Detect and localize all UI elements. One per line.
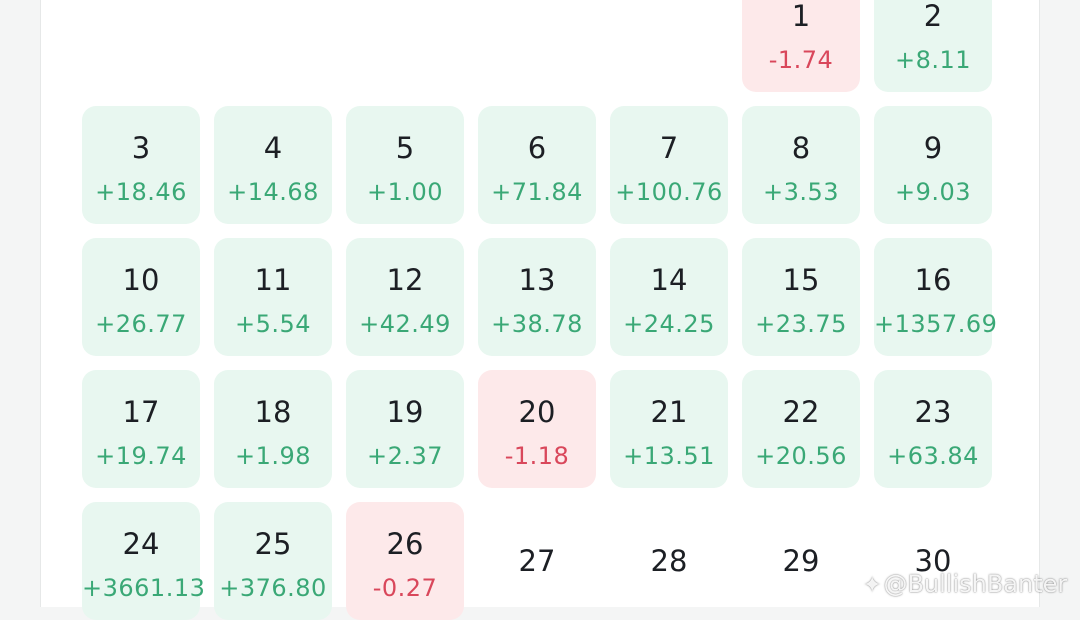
day-number: 24 [122,527,160,561]
calendar-day-9[interactable]: 9 +9.03 [874,106,992,224]
day-number: 15 [782,263,820,297]
watermark: ✦@BullishBanter [863,570,1067,598]
calendar-day-25[interactable]: 25 +376.80 [214,502,332,620]
calendar-day-18[interactable]: 18 +1.98 [214,370,332,488]
day-pnl: +42.49 [359,310,451,338]
calendar-day-30[interactable]: 30 [874,502,992,620]
calendar-day-11[interactable]: 11 +5.54 [214,238,332,356]
day-pnl: +24.25 [623,310,715,338]
day-pnl: +14.68 [227,178,319,206]
calendar-day-4[interactable]: 4 +14.68 [214,106,332,224]
day-pnl: +71.84 [491,178,583,206]
calendar-day-12[interactable]: 12 +42.49 [346,238,464,356]
day-number: 6 [527,131,547,165]
calendar-day-14[interactable]: 14 +24.25 [610,238,728,356]
day-number: 27 [518,544,556,578]
day-pnl: +13.51 [623,442,715,470]
calendar-day-27[interactable]: 27 [478,502,596,620]
day-number: 20 [518,395,556,429]
day-number: 21 [650,395,688,429]
calendar-day-26[interactable]: 26 -0.27 [346,502,464,620]
day-pnl: +376.80 [219,574,327,602]
day-number: 8 [791,131,811,165]
day-pnl: +100.76 [615,178,723,206]
day-pnl: +20.56 [755,442,847,470]
calendar-day-16[interactable]: 16 +1357.69 [874,238,998,356]
calendar-day-5[interactable]: 5 +1.00 [346,106,464,224]
day-number: 14 [650,263,688,297]
calendar-day-28[interactable]: 28 [610,502,728,620]
day-pnl: +1.98 [234,442,312,470]
calendar-day-24[interactable]: 24 +3661.13 [82,502,206,620]
day-pnl: -1.74 [768,46,834,74]
day-pnl: +1.00 [366,178,444,206]
day-number: 13 [518,263,556,297]
calendar-day-13[interactable]: 13 +38.78 [478,238,596,356]
day-pnl: +3.53 [762,178,840,206]
day-number: 30 [914,544,952,578]
day-number: 9 [923,131,943,165]
day-pnl: +38.78 [491,310,583,338]
calendar-day-10[interactable]: 10 +26.77 [82,238,200,356]
calendar-day-17[interactable]: 17 +19.74 [82,370,200,488]
day-number: 5 [395,131,415,165]
day-number: 1 [791,0,811,33]
calendar-day-19[interactable]: 19 +2.37 [346,370,464,488]
day-pnl: +18.46 [95,178,187,206]
day-pnl: +9.03 [894,178,972,206]
day-pnl: +3661.13 [82,574,206,602]
day-number: 17 [122,395,160,429]
day-pnl: +1357.69 [874,310,998,338]
calendar-day-8[interactable]: 8 +3.53 [742,106,860,224]
day-pnl: -1.18 [504,442,570,470]
day-number: 25 [254,527,292,561]
calendar-day-29[interactable]: 29 [742,502,860,620]
day-number: 22 [782,395,820,429]
calendar-day-22[interactable]: 22 +20.56 [742,370,860,488]
day-pnl: +23.75 [755,310,847,338]
calendar-day-1[interactable]: 1 -1.74 [742,0,860,92]
day-pnl: +5.54 [234,310,312,338]
day-number: 16 [914,263,952,297]
day-pnl: +2.37 [366,442,444,470]
calendar-day-2[interactable]: 2 +8.11 [874,0,992,92]
day-pnl: +63.84 [887,442,979,470]
calendar-day-23[interactable]: 23 +63.84 [874,370,992,488]
pnl-calendar: 1 -1.74 2 +8.11 3 +18.46 4 +14.68 5 +1.00 6 +71.84 7… [40,0,1040,620]
day-number: 26 [386,527,424,561]
day-number: 7 [659,131,679,165]
day-number: 18 [254,395,292,429]
day-pnl: +19.74 [95,442,187,470]
day-pnl: -0.27 [372,574,438,602]
calendar-day-20[interactable]: 20 -1.18 [478,370,596,488]
day-number: 4 [263,131,283,165]
day-number: 11 [254,263,292,297]
calendar-day-15[interactable]: 15 +23.75 [742,238,860,356]
day-pnl: +26.77 [95,310,187,338]
calendar-day-7[interactable]: 7 +100.76 [610,106,728,224]
day-number: 28 [650,544,688,578]
day-number: 3 [131,131,151,165]
day-number: 23 [914,395,952,429]
day-number: 12 [386,263,424,297]
calendar-day-3[interactable]: 3 +18.46 [82,106,200,224]
binance-square-icon: ✦ [863,573,882,598]
day-number: 2 [923,0,943,33]
day-pnl: +8.11 [894,46,972,74]
day-number: 29 [782,544,820,578]
watermark-handle: @BullishBanter [883,570,1068,598]
day-number: 10 [122,263,160,297]
calendar-day-6[interactable]: 6 +71.84 [478,106,596,224]
calendar-day-21[interactable]: 21 +13.51 [610,370,728,488]
day-number: 19 [386,395,424,429]
